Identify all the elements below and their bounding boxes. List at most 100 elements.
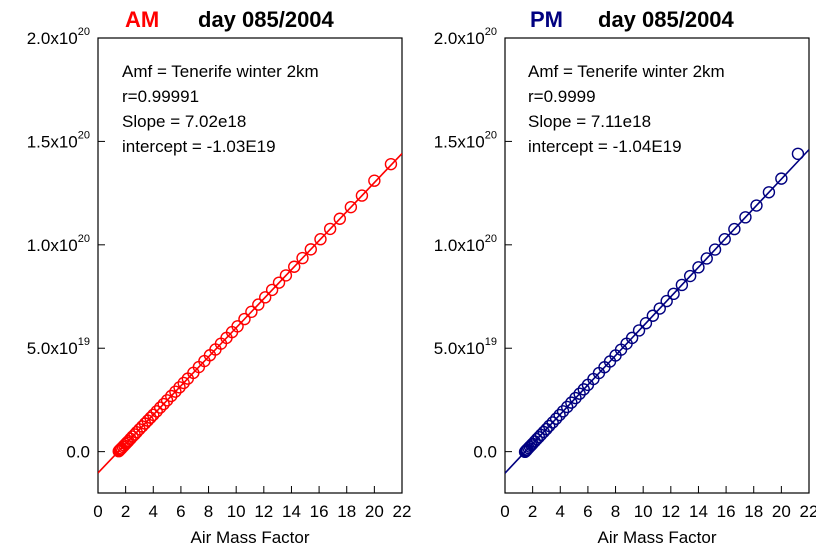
- am-data-point: [288, 260, 301, 273]
- am-data-point: [279, 269, 293, 282]
- pm-x-tick-label: 8: [611, 502, 620, 521]
- am-data-point: [314, 233, 327, 246]
- pm-data-point: [556, 405, 570, 418]
- pm-data-point: [632, 324, 646, 337]
- am-data-point: [296, 251, 309, 265]
- pm-data-point: [526, 437, 539, 450]
- am-x-tick-label: 0: [93, 502, 102, 521]
- pm-y-tick-label: 2.0x1020: [434, 26, 497, 48]
- am-x-tick-label: 16: [310, 502, 329, 521]
- pm-data-point: [646, 309, 660, 322]
- am-x-tick-label: 4: [149, 502, 158, 521]
- pm-data-point: [791, 147, 805, 161]
- am-annotation-intercept: intercept = -1.03E19: [122, 137, 276, 156]
- pm-data-point: [565, 396, 578, 409]
- pm-data-point: [528, 435, 541, 448]
- pm-panel: PM day 085/2004 Air Mass Factor Amf = Te…: [434, 7, 816, 547]
- pm-x-tick-label: 6: [583, 502, 592, 521]
- am-y-tick-label: 2.0x1020: [27, 26, 90, 48]
- am-data-point: [157, 397, 170, 411]
- pm-data-point: [718, 233, 731, 246]
- am-data-point: [150, 405, 163, 418]
- pm-x-tick-label: 10: [634, 502, 653, 521]
- am-title-tag: AM: [125, 7, 159, 32]
- pm-x-tick-label: 20: [772, 502, 791, 521]
- am-x-tick-label: 10: [227, 502, 246, 521]
- pm-title-tag: PM: [530, 7, 563, 32]
- am-x-tick-label: 20: [365, 502, 384, 521]
- am-data-point: [165, 389, 178, 403]
- am-data-point: [173, 381, 186, 394]
- pm-data-point: [728, 222, 741, 236]
- pm-y-tick-label: 5.0x1019: [434, 336, 497, 358]
- pm-data-point: [660, 294, 673, 308]
- am-data-point: [333, 212, 347, 225]
- am-y-tick-label: 5.0x1019: [27, 336, 90, 358]
- am-data-point: [160, 394, 174, 407]
- am-x-tick-label: 12: [254, 502, 273, 521]
- am-data-point: [272, 276, 286, 289]
- pm-data-point: [700, 252, 713, 265]
- am-data-point: [259, 291, 272, 304]
- pm-title-date: day 085/2004: [598, 7, 735, 32]
- am-data-point: [355, 189, 369, 202]
- pm-x-tick-label: 2: [528, 502, 537, 521]
- pm-data-point: [530, 433, 543, 446]
- am-data-point: [144, 411, 157, 424]
- am-data-point: [252, 298, 265, 311]
- am-y-tick-label: 1.0x1020: [27, 233, 90, 255]
- pm-annotation-amf: Amf = Tenerife winter 2km: [528, 62, 725, 81]
- pm-x-tick-label: 22: [800, 502, 816, 521]
- pm-data-point: [667, 287, 680, 301]
- am-data-point: [147, 408, 160, 422]
- am-data-point: [344, 200, 358, 214]
- am-data-point: [368, 174, 381, 187]
- pm-data-point: [762, 186, 776, 199]
- pm-data-point: [546, 416, 559, 429]
- pm-data-point: [683, 269, 697, 283]
- pm-x-tick-label: 14: [689, 502, 708, 521]
- pm-data-point: [573, 387, 586, 400]
- am-panel: AM day 085/2004 Air Mass Factor Amf = Te…: [27, 7, 412, 547]
- pm-data-point: [549, 412, 563, 425]
- pm-data-point: [675, 278, 689, 292]
- pm-data-point: [543, 419, 556, 433]
- am-data-point: [265, 283, 279, 297]
- am-data-point: [238, 312, 251, 326]
- pm-data-point: [577, 383, 590, 396]
- am-data-point: [122, 434, 135, 448]
- am-data-point: [384, 157, 398, 171]
- am-data-point: [169, 385, 182, 398]
- pm-annotation-intercept: intercept = -1.04E19: [528, 137, 682, 156]
- pm-x-tick-label: 0: [500, 502, 509, 521]
- pm-x-tick-label: 4: [556, 502, 565, 521]
- am-data-point: [304, 243, 317, 256]
- pm-data-point: [692, 261, 705, 274]
- pm-data-point: [708, 243, 722, 256]
- pm-x-axis-title: Air Mass Factor: [597, 528, 716, 547]
- pm-x-tick-label: 18: [744, 502, 763, 521]
- pm-data-point: [653, 302, 666, 315]
- am-y-tick-label: 1.5x1020: [27, 129, 90, 151]
- am-data-point: [177, 376, 190, 390]
- am-x-tick-label: 8: [204, 502, 213, 521]
- am-x-tick-label: 14: [282, 502, 301, 521]
- am-title-date: day 085/2004: [198, 7, 335, 32]
- am-data-point: [126, 430, 139, 443]
- am-data-point: [231, 320, 244, 333]
- pm-annotation-slope: Slope = 7.11e18: [528, 112, 651, 131]
- am-plot-frame: [97, 37, 403, 494]
- am-annotation-r: r=0.99991: [122, 87, 199, 106]
- am-x-tick-label: 2: [121, 502, 130, 521]
- am-annotation-amf: Amf = Tenerife winter 2km: [122, 62, 319, 81]
- am-x-tick-label: 6: [176, 502, 185, 521]
- pm-plot-frame: [504, 37, 810, 494]
- pm-y-tick-label: 1.0x1020: [434, 233, 497, 255]
- pm-data-point: [522, 441, 535, 455]
- pm-data-point: [750, 199, 763, 212]
- am-y-tick-label: 0.0: [66, 443, 90, 462]
- am-data-point: [124, 432, 137, 446]
- pm-data-point: [553, 408, 566, 422]
- pm-data-point: [540, 422, 553, 436]
